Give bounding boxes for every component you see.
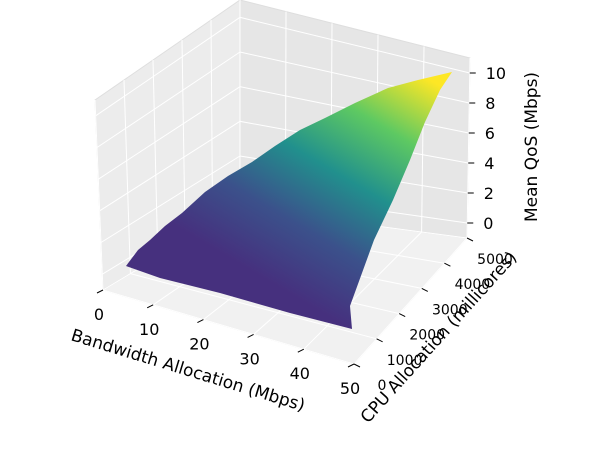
y-tick-mark	[376, 338, 383, 343]
x-tick-mark	[197, 319, 204, 324]
y-wall-gridline	[152, 59, 159, 258]
z-tick-labels: 0 2 4 6 8 10	[467, 64, 506, 233]
x-tick-mark	[96, 289, 104, 294]
y-wall-gridline	[123, 79, 131, 274]
x-tick-mark	[297, 348, 305, 353]
y-tick-mark	[421, 287, 429, 292]
x-gridline	[303, 231, 422, 350]
y-tick-label: 3000	[432, 302, 468, 318]
x-tick-mark	[247, 333, 254, 338]
x-gridline	[353, 237, 468, 365]
z-tick-label: 6	[485, 124, 495, 143]
z-tick-label: 2	[484, 184, 494, 203]
y-tick-mark	[398, 313, 406, 318]
y-wall-gridline	[94, 99, 104, 291]
y-tick-label: 1000	[387, 353, 423, 369]
z-tick-label: 8	[485, 94, 495, 113]
y-gridline	[102, 289, 355, 365]
x-tick-label: 50	[340, 379, 360, 398]
x-tick-label: 40	[290, 364, 310, 383]
x-tick-label: 30	[239, 349, 259, 368]
y-wall-gridline	[181, 39, 186, 241]
z-gridline	[95, 16, 470, 117]
x-wall-gridline	[421, 46, 425, 233]
y-tick-label: 0	[378, 378, 387, 394]
x-tick-label: 20	[189, 335, 209, 354]
y-tick-mark	[353, 363, 361, 368]
z-tick-label: 0	[483, 214, 493, 233]
qos-surface	[126, 72, 452, 329]
x-wall-gridline	[466, 57, 471, 239]
y-tick-mark	[466, 237, 474, 242]
x-tick-mark	[146, 304, 154, 309]
y-tick-mark	[444, 262, 451, 267]
x-tick-label: 0	[94, 305, 104, 324]
y-gridline	[130, 273, 377, 340]
y-tick-label: 4000	[455, 277, 491, 293]
z-gridline	[96, 51, 470, 148]
y-tick-label: 5000	[477, 252, 513, 268]
z-tick-label: 10	[486, 64, 506, 83]
x-tick-mark	[347, 363, 355, 368]
z-tick-label: 4	[484, 154, 494, 173]
y-tick-label: 2000	[409, 328, 445, 344]
z-axis-label: Mean QoS (Mbps)	[522, 72, 542, 222]
x-tick-labels: 0 10 20 30 40 50	[94, 289, 360, 398]
x-tick-label: 10	[139, 320, 159, 339]
